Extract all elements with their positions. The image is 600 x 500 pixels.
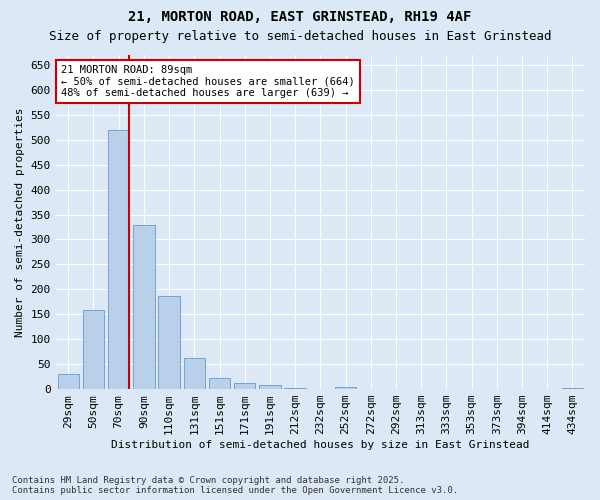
Bar: [108, 130, 130, 389]
Bar: [335, 387, 356, 389]
Bar: [234, 382, 256, 389]
Bar: [259, 385, 281, 389]
Text: Contains HM Land Registry data © Crown copyright and database right 2025.
Contai: Contains HM Land Registry data © Crown c…: [12, 476, 458, 495]
Bar: [58, 374, 79, 389]
Bar: [158, 296, 180, 389]
X-axis label: Distribution of semi-detached houses by size in East Grinstead: Distribution of semi-detached houses by …: [111, 440, 530, 450]
Text: 21, MORTON ROAD, EAST GRINSTEAD, RH19 4AF: 21, MORTON ROAD, EAST GRINSTEAD, RH19 4A…: [128, 10, 472, 24]
Y-axis label: Number of semi-detached properties: Number of semi-detached properties: [15, 108, 25, 337]
Bar: [209, 378, 230, 389]
Bar: [184, 358, 205, 389]
Bar: [562, 388, 583, 389]
Bar: [83, 310, 104, 389]
Text: 21 MORTON ROAD: 89sqm
← 50% of semi-detached houses are smaller (664)
48% of sem: 21 MORTON ROAD: 89sqm ← 50% of semi-deta…: [61, 65, 355, 98]
Bar: [133, 224, 155, 389]
Text: Size of property relative to semi-detached houses in East Grinstead: Size of property relative to semi-detach…: [49, 30, 551, 43]
Bar: [284, 388, 306, 389]
